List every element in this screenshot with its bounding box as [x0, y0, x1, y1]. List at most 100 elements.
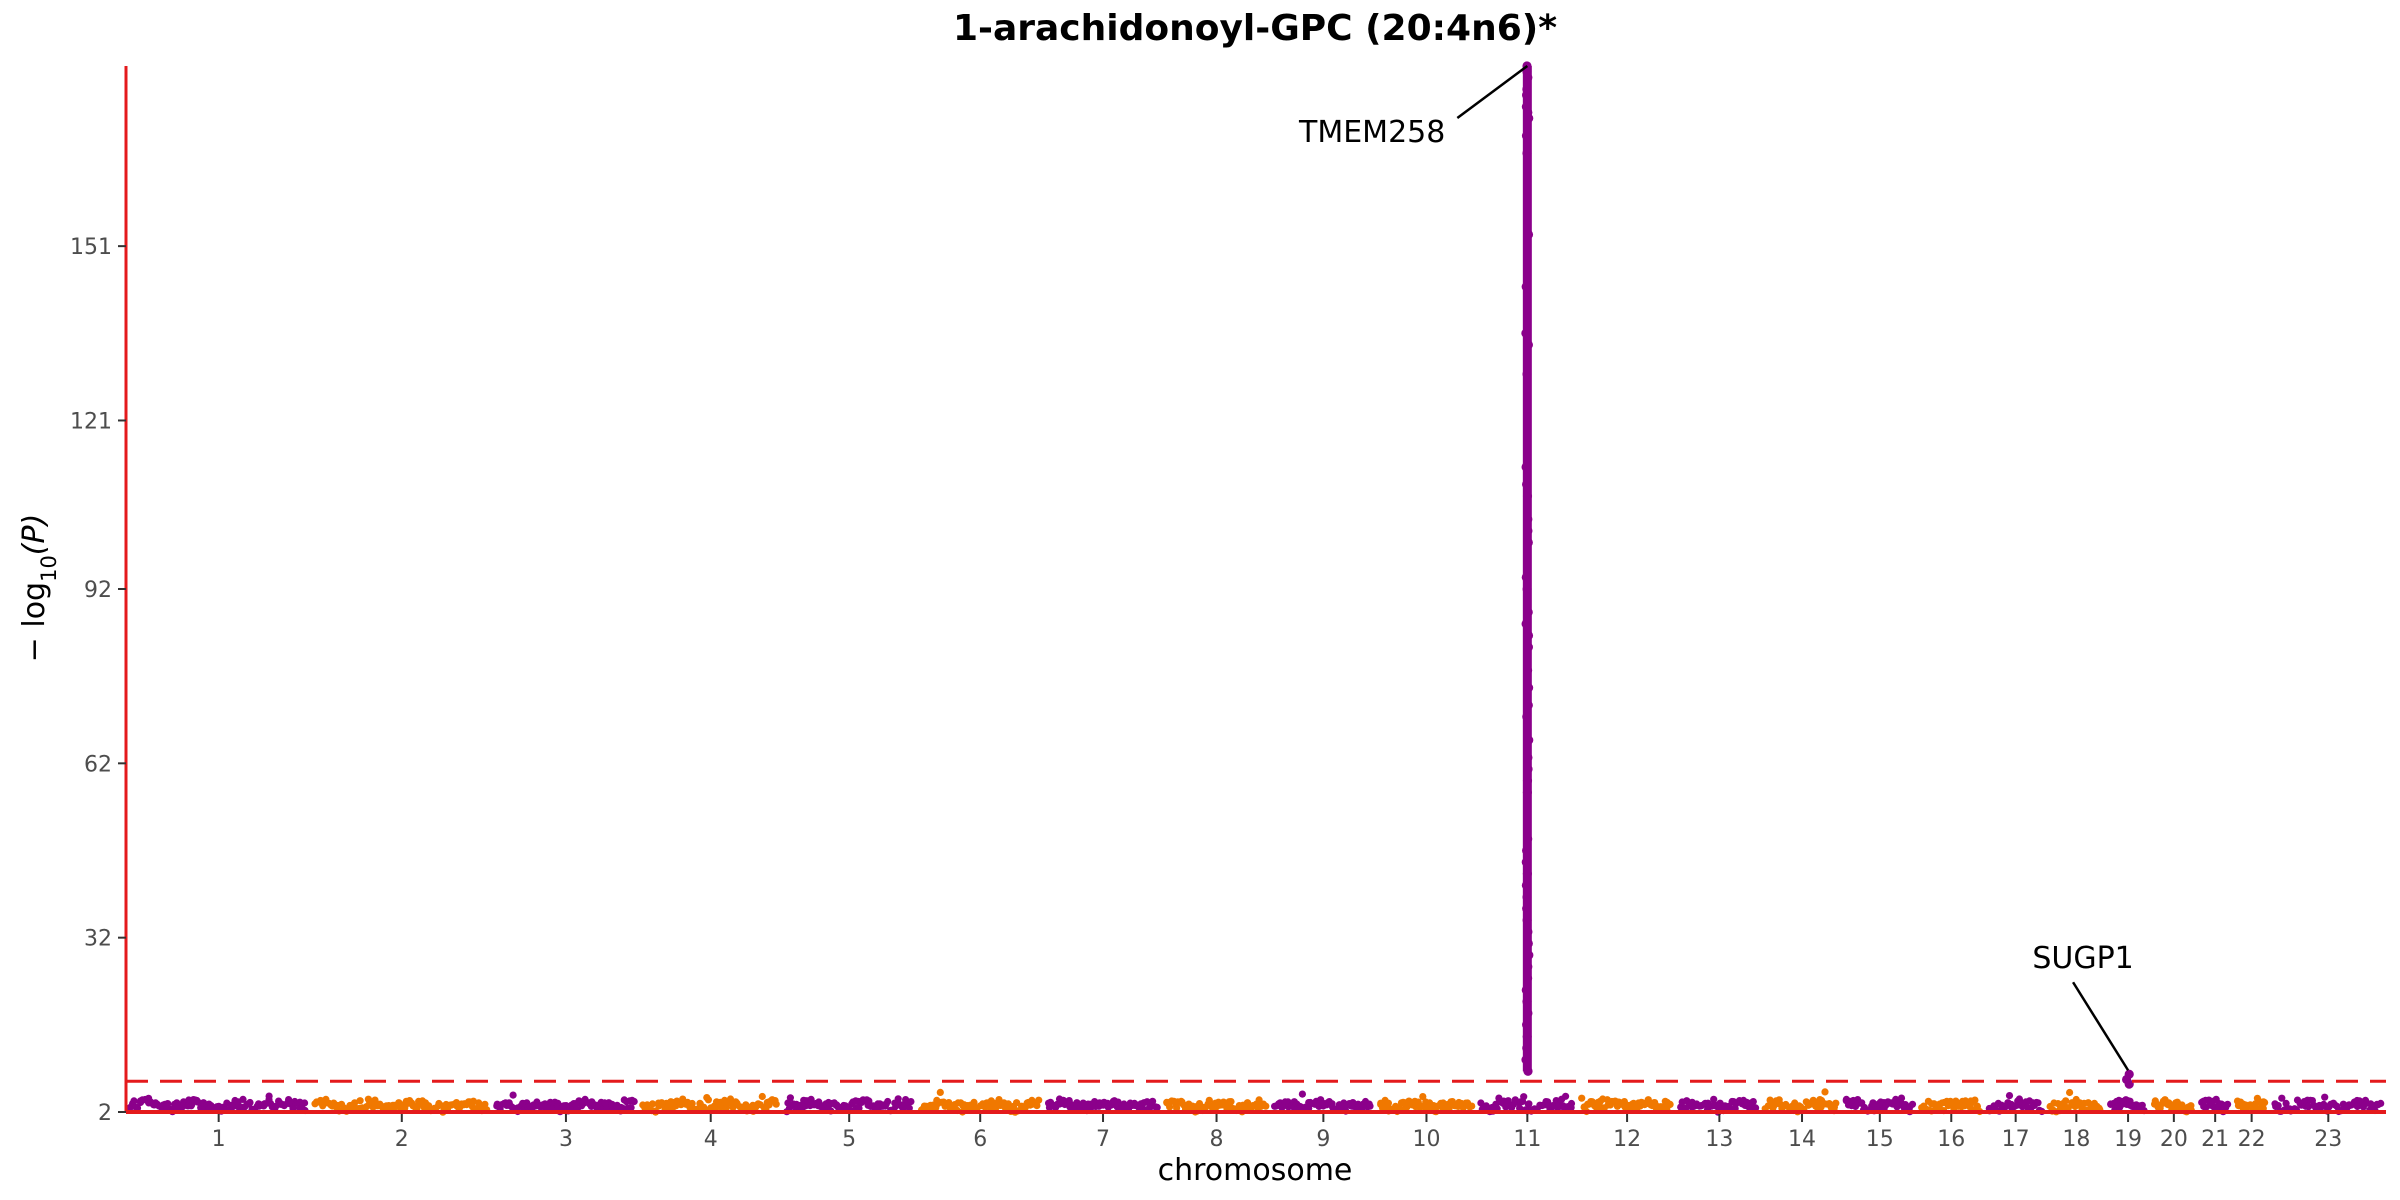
- chromosome-4-point: [758, 1092, 766, 1101]
- y-axis-title-subscript: 10: [37, 555, 61, 582]
- x-tick-label-16: 16: [1937, 1127, 1965, 1152]
- chromosome-5-point: [884, 1097, 892, 1106]
- y-axis-title-suffix: (P): [17, 514, 52, 556]
- chromosome-23-point: [2278, 1094, 2286, 1102]
- chromosome-16-point: [1971, 1096, 1979, 1104]
- chromosome-8-point: [1262, 1102, 1270, 1110]
- annotations: TMEM258 SUGP1: [1298, 64, 2134, 1071]
- chromosome-23-point: [2274, 1102, 2282, 1110]
- chromosome-1-point: [239, 1095, 247, 1103]
- x-tick-label-11: 11: [1513, 1127, 1541, 1152]
- chromosome-18-point: [2066, 1088, 2074, 1097]
- chromosome-6-point: [970, 1098, 978, 1106]
- chromosome-4-point: [772, 1100, 780, 1108]
- chromosome-1-point: [265, 1092, 273, 1100]
- points-layer: [126, 61, 2385, 1116]
- y-tick-label-2: 2: [98, 1101, 112, 1126]
- chromosome-12-point: [1666, 1100, 1674, 1108]
- chromosome-11-point: [1520, 1093, 1528, 1101]
- chromosome-6-point: [936, 1088, 944, 1096]
- x-axis-ticks: 1 2 3 4 5 6 7 8 9 10 11 12 13 14 15 16 17 18 19 20 21 22 23: [212, 1114, 2342, 1152]
- x-tick-label-8: 8: [1210, 1127, 1224, 1152]
- chromosome-14-point: [1832, 1099, 1840, 1107]
- chromosome-11-point: [1525, 1100, 1533, 1108]
- chromosome-8-point: [1227, 1098, 1235, 1106]
- chromosome-7-point: [1114, 1098, 1122, 1106]
- chromosome-14-point: [1821, 1088, 1829, 1096]
- chromosome-2-point: [356, 1097, 364, 1105]
- chromosome-9-points: [1271, 1090, 1374, 1115]
- annotation-leader-TMEM258: [1456, 64, 1529, 120]
- x-tick-label-7: 7: [1096, 1127, 1110, 1152]
- annotation-leader-SUGP1: [2072, 981, 2130, 1071]
- chromosome-15-point: [1908, 1100, 1917, 1108]
- annotation-label-TMEM258: TMEM258: [1298, 115, 1445, 150]
- chromosome-7-point: [1153, 1103, 1161, 1111]
- chromosome-23-point: [2282, 1099, 2290, 1107]
- x-axis-title: chromosome: [1158, 1153, 1353, 1188]
- chromosome-18-point: [2062, 1097, 2070, 1105]
- chromosome-15-points: [1842, 1094, 1917, 1116]
- peak-SUGP1-point: [2124, 1079, 2134, 1089]
- chromosome-21-points: [2198, 1095, 2232, 1116]
- x-tick-label-3: 3: [559, 1127, 573, 1152]
- chromosome-17-point: [2005, 1092, 2014, 1100]
- chromosome-4-point: [704, 1096, 713, 1104]
- chromosome-23-point: [2304, 1103, 2313, 1111]
- chromosome-12-points: [1578, 1094, 1674, 1116]
- x-tick-label-10: 10: [1412, 1127, 1440, 1152]
- chromosome-20-points: [2151, 1096, 2195, 1116]
- chromosome-1-point: [246, 1098, 254, 1107]
- y-tick-label-151: 151: [70, 235, 112, 260]
- chromosome-2-point: [481, 1100, 489, 1108]
- peak-SUGP1-points: [2122, 1069, 2134, 1089]
- chromosome-15-point: [1897, 1094, 1906, 1102]
- y-axis-title-prefix: − log: [17, 582, 52, 662]
- chromosome-8-point: [1243, 1099, 1252, 1107]
- chromosome-6-point: [1033, 1102, 1041, 1110]
- chromosome-12-point: [1578, 1094, 1586, 1102]
- x-tick-label-9: 9: [1316, 1127, 1330, 1152]
- chromosome-5-point: [865, 1097, 873, 1105]
- chromosome-4-point: [648, 1100, 657, 1108]
- chromosome-2-point: [371, 1096, 379, 1104]
- chromosome-11-point: [1567, 1099, 1576, 1108]
- chromosome-4-points: [639, 1092, 780, 1116]
- x-tick-label-23: 23: [2314, 1127, 2342, 1152]
- chromosome-7-point: [1149, 1097, 1157, 1105]
- chromosome-8-point: [1173, 1104, 1181, 1112]
- x-tick-label-5: 5: [842, 1127, 856, 1152]
- x-tick-label-21: 21: [2201, 1127, 2229, 1152]
- chromosome-4-point: [688, 1099, 696, 1108]
- chromosome-23-point: [2377, 1099, 2385, 1107]
- chromosome-9-point: [1366, 1102, 1374, 1110]
- chromosome-5-point: [786, 1094, 795, 1102]
- chart-title: 1-arachidonoyl-GPC (20:4n6)*: [953, 8, 1557, 49]
- x-tick-label-20: 20: [2160, 1127, 2188, 1152]
- chromosome-17-point: [2034, 1099, 2042, 1107]
- y-tick-label-121: 121: [70, 409, 112, 434]
- y-axis-ticks: 2 32 62 92 121 151: [70, 235, 126, 1126]
- chromosome-23-point: [2321, 1093, 2329, 1101]
- chromosome-3-point: [630, 1097, 638, 1106]
- chromosome-10-point: [1384, 1099, 1392, 1107]
- chromosome-14-point: [1766, 1096, 1774, 1104]
- x-tick-label-2: 2: [395, 1127, 409, 1152]
- annotation-label-SUGP1: SUGP1: [2032, 941, 2133, 976]
- chromosome-9-point: [1298, 1090, 1306, 1098]
- x-tick-label-13: 13: [1705, 1127, 1733, 1152]
- x-tick-label-6: 6: [973, 1127, 987, 1152]
- x-tick-label-19: 19: [2114, 1127, 2142, 1152]
- x-tick-label-14: 14: [1788, 1127, 1816, 1152]
- y-tick-label-62: 62: [84, 752, 112, 777]
- x-tick-label-22: 22: [2238, 1127, 2266, 1152]
- chromosome-10-point: [1419, 1093, 1427, 1101]
- chromosome-3-point: [509, 1091, 517, 1099]
- chromosome-13-point: [1752, 1104, 1760, 1112]
- chromosome-10-point: [1468, 1102, 1476, 1110]
- x-tick-label-18: 18: [2062, 1127, 2090, 1152]
- chromosome-13-point: [1749, 1098, 1757, 1106]
- chromosome-11-point: [1544, 1098, 1552, 1106]
- x-tick-label-15: 15: [1866, 1127, 1894, 1152]
